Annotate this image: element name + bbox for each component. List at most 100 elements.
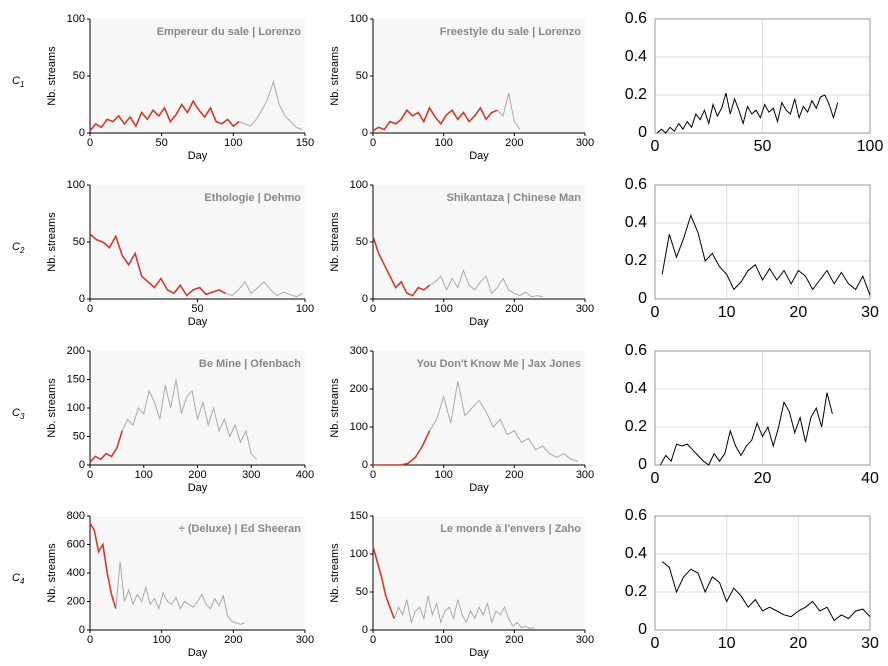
y-tick-label: 50: [356, 236, 368, 248]
y-tick-label: 800: [67, 510, 85, 522]
y-axis-label: Nb. streams: [329, 378, 341, 438]
data-line: [372, 546, 395, 619]
y-tick-label: 0.2: [625, 418, 647, 435]
x-tick-label: 150: [296, 137, 314, 149]
x-tick-label: 30: [861, 635, 879, 652]
y-tick-label: 0: [638, 124, 647, 141]
row-label: C4: [12, 572, 25, 586]
data-line: [372, 236, 431, 297]
y-tick-label: 50: [73, 70, 85, 82]
x-tick-label: 50: [191, 303, 203, 315]
plot-background: [373, 516, 585, 630]
data-line: [373, 430, 431, 466]
y-tick-label: 100: [67, 179, 85, 191]
x-tick-label: 300: [242, 469, 260, 481]
plot-frame: [654, 515, 871, 631]
y-tick-label: 200: [67, 345, 85, 357]
data-line: [661, 561, 871, 622]
data-line: [393, 595, 535, 630]
y-tick-label: 0.6: [625, 507, 647, 524]
x-tick-label: 200: [505, 303, 523, 315]
x-tick-label: 100: [224, 137, 242, 149]
x-tick-label: 400: [296, 469, 314, 481]
x-tick-label: 200: [188, 469, 206, 481]
y-tick-label: 0.2: [625, 583, 647, 600]
y-tick-label: 0.6: [625, 342, 647, 359]
y-tick-label: 0: [638, 290, 647, 307]
y-tick-label: 0.6: [625, 176, 647, 193]
y-tick-label: 0: [638, 621, 647, 638]
x-tick-label: 0: [370, 303, 376, 315]
y-axis-label: Nb. streams: [46, 46, 58, 106]
x-axis-label: Day: [469, 150, 489, 162]
y-tick-label: 0: [362, 127, 368, 139]
x-tick-label: 40: [861, 470, 879, 487]
y-tick-label: 100: [350, 548, 368, 560]
data-line: [497, 92, 521, 130]
data-line: [238, 79, 303, 131]
x-axis-label: Day: [469, 482, 489, 494]
x-tick-label: 0: [651, 138, 660, 155]
x-tick-label: 30: [861, 304, 879, 321]
x-tick-label: 200: [505, 137, 523, 149]
y-tick-label: 0: [362, 293, 368, 305]
plot-frame: [654, 18, 871, 134]
y-tick-label: 0: [79, 459, 85, 471]
x-tick-label: 100: [434, 137, 452, 149]
x-tick-label: 0: [651, 304, 660, 321]
chart-title: Shikantaza | Chinese Man: [446, 192, 581, 204]
x-axis-label: Day: [188, 482, 208, 494]
row-label-letter: C: [12, 407, 20, 419]
row-label-subscript: 2: [19, 246, 25, 255]
row-label: C2: [12, 241, 25, 255]
plot-background: [90, 351, 305, 465]
data-line: [429, 269, 543, 298]
data-line: [659, 392, 833, 466]
data-line: [89, 99, 240, 132]
plot-frame: [654, 184, 871, 300]
y-tick-label: 0.4: [625, 48, 647, 65]
row-label-subscript: 4: [20, 577, 25, 586]
x-tick-label: 50: [156, 137, 168, 149]
x-tick-label: 0: [370, 137, 376, 149]
y-axis-label: Nb. streams: [329, 543, 341, 603]
plot-background: [373, 185, 585, 299]
x-tick-label: 300: [576, 137, 594, 149]
plot-frame: [654, 184, 871, 300]
row-label-letter: C: [12, 241, 20, 253]
data-line: [121, 379, 257, 460]
y-axis-label: Nb. streams: [329, 46, 341, 106]
plot-background: [90, 516, 305, 630]
data-line: [429, 381, 579, 462]
y-tick-label: 200: [350, 383, 368, 395]
x-tick-label: 10: [718, 635, 736, 652]
y-tick-label: 0: [362, 459, 368, 471]
x-tick-label: 20: [754, 470, 772, 487]
y-tick-label: 0.2: [625, 252, 647, 269]
y-tick-label: 100: [350, 179, 368, 191]
plot-background: [90, 19, 305, 133]
y-tick-label: 100: [67, 402, 85, 414]
x-tick-label: 0: [87, 469, 93, 481]
data-line: [661, 213, 871, 296]
row-label-letter: C: [12, 75, 20, 87]
x-tick-label: 100: [434, 634, 452, 646]
x-tick-label: 100: [434, 303, 452, 315]
y-tick-label: 50: [356, 586, 368, 598]
y-tick-label: 0: [362, 624, 368, 636]
row-label-subscript: 1: [20, 80, 24, 89]
row-label: C1: [12, 75, 24, 89]
data-line: [225, 281, 304, 298]
x-tick-label: 10: [718, 304, 736, 321]
y-axis-label: Nb. streams: [329, 212, 341, 272]
x-tick-label: 300: [576, 303, 594, 315]
x-tick-label: 300: [296, 634, 314, 646]
row-label-letter: C: [12, 572, 20, 584]
y-tick-label: 50: [73, 430, 85, 442]
x-tick-label: 200: [505, 469, 523, 481]
plot-background: [373, 351, 585, 465]
x-tick-label: 20: [789, 635, 807, 652]
x-tick-label: 0: [87, 303, 93, 315]
